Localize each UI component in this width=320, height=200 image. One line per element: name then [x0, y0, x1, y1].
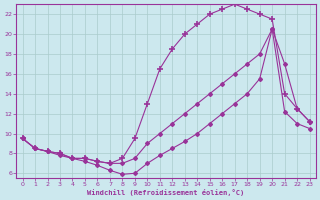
- X-axis label: Windchill (Refroidissement éolien,°C): Windchill (Refroidissement éolien,°C): [87, 189, 245, 196]
